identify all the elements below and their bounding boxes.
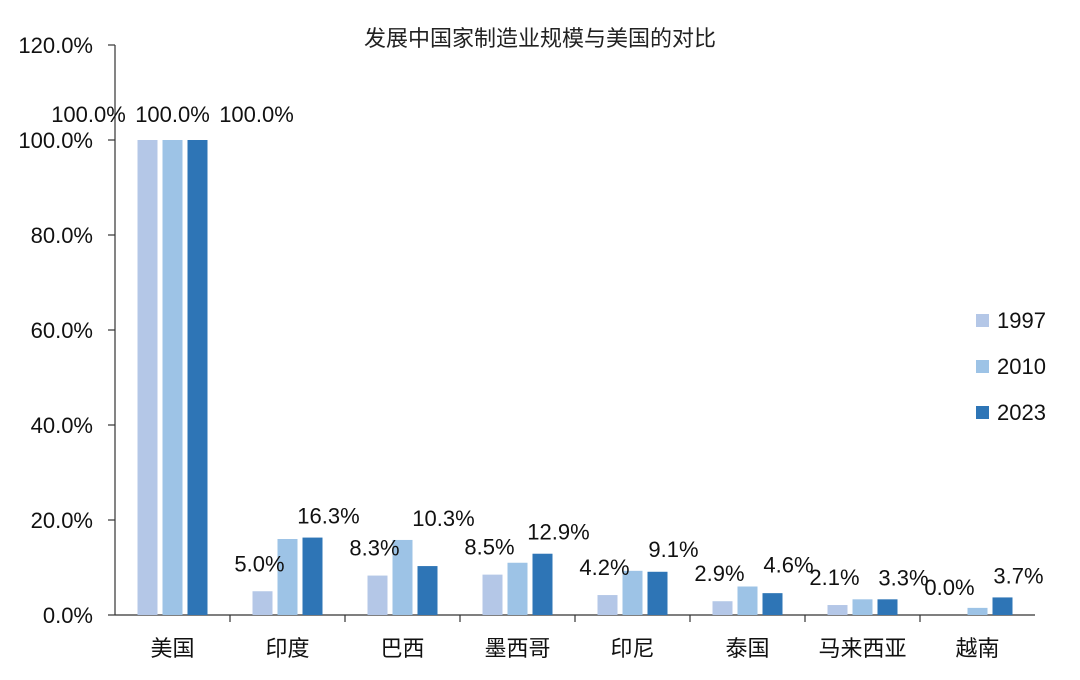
bar-1997 (827, 605, 848, 615)
data-label: 2.1% (809, 565, 859, 590)
legend-swatch-2010 (976, 360, 989, 373)
y-tick-label: 0.0% (43, 603, 93, 628)
data-label: 2.9% (694, 561, 744, 586)
data-label: 100.0% (51, 102, 126, 127)
bar-2023 (187, 140, 208, 615)
bar-1997 (712, 601, 733, 615)
legend-label: 2023 (997, 400, 1046, 425)
category-label: 马来西亚 (818, 637, 906, 662)
bar-2023 (302, 537, 323, 615)
bar-2023 (532, 553, 553, 615)
bar-2010 (967, 607, 988, 615)
y-tick-label: 40.0% (31, 413, 93, 438)
y-tick-label: 100.0% (18, 128, 93, 153)
bar-2023 (762, 593, 783, 615)
category-label: 美国 (150, 637, 194, 662)
category-label: 越南 (955, 637, 999, 662)
category-label: 泰国 (725, 637, 769, 662)
data-label: 100.0% (219, 102, 294, 127)
data-label: 8.3% (349, 536, 399, 561)
y-tick-label: 20.0% (31, 508, 93, 533)
data-label: 3.7% (993, 563, 1043, 588)
bar-2023 (647, 571, 668, 615)
bar-2010 (392, 539, 413, 615)
bar-2010 (737, 586, 758, 615)
bar-2010 (162, 140, 183, 615)
y-tick-label: 80.0% (31, 223, 93, 248)
data-label: 16.3% (297, 504, 359, 529)
data-label: 9.1% (648, 537, 698, 562)
bar-2010 (852, 599, 873, 615)
bar-2023 (992, 597, 1013, 615)
category-label: 墨西哥 (484, 637, 550, 662)
data-label: 3.3% (878, 565, 928, 590)
bar-1997 (597, 595, 618, 615)
data-label: 12.9% (527, 520, 589, 545)
category-label: 印度 (265, 637, 309, 662)
chart-title: 发展中国家制造业规模与美国的对比 (364, 27, 716, 52)
bar-2023 (877, 599, 898, 615)
bar-2023 (417, 566, 438, 615)
bar-1997 (482, 574, 503, 615)
category-label: 印尼 (610, 637, 654, 662)
x-axis: 美国 印度 巴西 墨西哥 印尼 泰国 马来西亚 越南 (115, 614, 1035, 662)
data-label: 8.5% (464, 535, 514, 560)
bar-2010 (622, 570, 643, 615)
legend-label: 1997 (997, 308, 1046, 333)
bar-2010 (507, 562, 528, 615)
data-label: 0.0% (924, 575, 974, 600)
bar-1997 (367, 575, 388, 615)
bars (137, 140, 1013, 615)
bar-1997 (252, 591, 273, 615)
legend: 1997 2010 2023 (976, 308, 1046, 425)
y-tick-label: 60.0% (31, 318, 93, 343)
category-label: 巴西 (380, 637, 424, 662)
data-labels: 100.0% 100.0% 100.0% 5.0% 16.3% 8.3% 10.3% 8.5%… (51, 102, 1043, 600)
data-label: 4.6% (763, 553, 813, 578)
legend-swatch-2023 (976, 406, 989, 419)
legend-label: 2010 (997, 354, 1046, 379)
legend-swatch-1997 (976, 314, 989, 327)
data-label: 5.0% (234, 551, 284, 576)
data-label: 100.0% (135, 102, 210, 127)
data-label: 4.2% (579, 555, 629, 580)
y-tick-label: 120.0% (18, 33, 93, 58)
bar-1997 (137, 140, 158, 615)
data-label: 10.3% (412, 506, 474, 531)
y-axis: 0.0% 20.0% 40.0% 60.0% 80.0% 100.0% 120.0% (18, 33, 116, 628)
bar-2010 (277, 539, 298, 615)
